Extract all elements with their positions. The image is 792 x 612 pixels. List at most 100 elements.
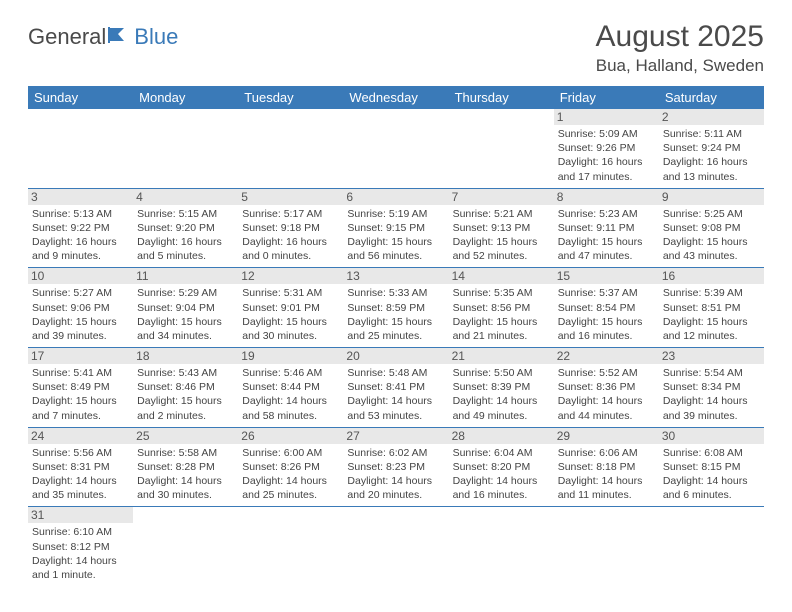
day-number: 25	[133, 428, 238, 444]
day-details: Sunrise: 5:31 AMSunset: 9:01 PMDaylight:…	[242, 286, 339, 343]
flag-icon	[108, 24, 134, 50]
day-number: 2	[659, 109, 764, 125]
calendar-day-cell: 20 Sunrise: 5:48 AMSunset: 8:41 PMDayligh…	[343, 348, 448, 428]
day-number: 23	[659, 348, 764, 364]
day-number: 3	[28, 189, 133, 205]
logo: General Blue	[28, 24, 178, 50]
calendar-day-cell: 7 Sunrise: 5:21 AMSunset: 9:13 PMDaylight…	[449, 188, 554, 268]
calendar-page: General Blue August 2025 Bua, Halland, S…	[0, 0, 792, 606]
day-number: 9	[659, 189, 764, 205]
calendar-day-cell: 10 Sunrise: 5:27 AMSunset: 9:06 PMDayligh…	[28, 268, 133, 348]
day-details: Sunrise: 5:21 AMSunset: 9:13 PMDaylight:…	[453, 207, 550, 264]
day-details: Sunrise: 6:08 AMSunset: 8:15 PMDaylight:…	[663, 446, 760, 503]
day-number: 14	[449, 268, 554, 284]
day-details: Sunrise: 5:23 AMSunset: 9:11 PMDaylight:…	[558, 207, 655, 264]
calendar-week-row: 1Sunrise: 5:09 AMSunset: 9:26 PMDaylight…	[28, 109, 764, 188]
day-details: Sunrise: 5:29 AMSunset: 9:04 PMDaylight:…	[137, 286, 234, 343]
day-number: 26	[238, 428, 343, 444]
calendar-day-cell	[238, 507, 343, 586]
logo-text-2: Blue	[134, 24, 178, 50]
calendar-day-cell: 21 Sunrise: 5:50 AMSunset: 8:39 PMDayligh…	[449, 348, 554, 428]
day-number: 19	[238, 348, 343, 364]
day-number: 10	[28, 268, 133, 284]
day-details: Sunrise: 5:11 AMSunset: 9:24 PMDaylight:…	[663, 127, 760, 184]
title-block: August 2025 Bua, Halland, Sweden	[596, 20, 764, 76]
day-details: Sunrise: 5:15 AMSunset: 9:20 PMDaylight:…	[137, 207, 234, 264]
calendar-day-cell: 9 Sunrise: 5:25 AMSunset: 9:08 PMDaylight…	[659, 188, 764, 268]
calendar-day-cell: 6Sunrise: 5:19 AMSunset: 9:15 PMDaylight…	[343, 188, 448, 268]
day-details: Sunrise: 5:39 AMSunset: 8:51 PMDaylight:…	[663, 286, 760, 343]
day-number: 29	[554, 428, 659, 444]
calendar-day-cell: 4 Sunrise: 5:15 AMSunset: 9:20 PMDaylight…	[133, 188, 238, 268]
calendar-week-row: 24Sunrise: 5:56 AMSunset: 8:31 PMDayligh…	[28, 427, 764, 507]
day-details: Sunrise: 6:00 AMSunset: 8:26 PMDaylight:…	[242, 446, 339, 503]
day-number: 8	[554, 189, 659, 205]
calendar-day-cell: 2 Sunrise: 5:11 AMSunset: 9:24 PMDaylight…	[659, 109, 764, 188]
calendar-day-cell	[343, 507, 448, 586]
calendar-header-row: SundayMondayTuesdayWednesdayThursdayFrid…	[28, 86, 764, 109]
calendar-day-cell	[449, 109, 554, 188]
day-details: Sunrise: 5:54 AMSunset: 8:34 PMDaylight:…	[663, 366, 760, 423]
day-details: Sunrise: 5:48 AMSunset: 8:41 PMDaylight:…	[347, 366, 444, 423]
day-details: Sunrise: 5:17 AMSunset: 9:18 PMDaylight:…	[242, 207, 339, 264]
calendar-day-cell: 13 Sunrise: 5:33 AMSunset: 8:59 PMDayligh…	[343, 268, 448, 348]
day-header: Saturday	[659, 86, 764, 109]
day-details: Sunrise: 5:56 AMSunset: 8:31 PMDaylight:…	[32, 446, 129, 503]
day-number: 7	[449, 189, 554, 205]
calendar-day-cell	[449, 507, 554, 586]
day-number: 15	[554, 268, 659, 284]
day-header: Wednesday	[343, 86, 448, 109]
day-details: Sunrise: 5:25 AMSunset: 9:08 PMDaylight:…	[663, 207, 760, 264]
calendar-day-cell: 12Sunrise: 5:31 AMSunset: 9:01 PMDayligh…	[238, 268, 343, 348]
day-details: Sunrise: 5:46 AMSunset: 8:44 PMDaylight:…	[242, 366, 339, 423]
day-details: Sunrise: 5:43 AMSunset: 8:46 PMDaylight:…	[137, 366, 234, 423]
day-details: Sunrise: 5:58 AMSunset: 8:28 PMDaylight:…	[137, 446, 234, 503]
calendar-week-row: 31Sunrise: 6:10 AMSunset: 8:12 PMDayligh…	[28, 507, 764, 586]
calendar-day-cell: 19 Sunrise: 5:46 AMSunset: 8:44 PMDayligh…	[238, 348, 343, 428]
day-details: Sunrise: 5:50 AMSunset: 8:39 PMDaylight:…	[453, 366, 550, 423]
day-number: 20	[343, 348, 448, 364]
calendar-week-row: 17 Sunrise: 5:41 AMSunset: 8:49 PMDayligh…	[28, 348, 764, 428]
calendar-day-cell: 27Sunrise: 6:02 AMSunset: 8:23 PMDayligh…	[343, 427, 448, 507]
day-details: Sunrise: 5:13 AMSunset: 9:22 PMDaylight:…	[32, 207, 129, 264]
day-header: Tuesday	[238, 86, 343, 109]
day-details: Sunrise: 5:41 AMSunset: 8:49 PMDaylight:…	[32, 366, 129, 423]
day-number: 11	[133, 268, 238, 284]
calendar-week-row: 3 Sunrise: 5:13 AMSunset: 9:22 PMDaylight…	[28, 188, 764, 268]
month-title: August 2025	[596, 20, 764, 54]
calendar-day-cell: 3 Sunrise: 5:13 AMSunset: 9:22 PMDaylight…	[28, 188, 133, 268]
calendar-day-cell	[554, 507, 659, 586]
day-number: 13	[343, 268, 448, 284]
day-header: Friday	[554, 86, 659, 109]
day-number: 6	[343, 189, 448, 205]
calendar-day-cell: 15Sunrise: 5:37 AMSunset: 8:54 PMDayligh…	[554, 268, 659, 348]
calendar-day-cell: 1Sunrise: 5:09 AMSunset: 9:26 PMDaylight…	[554, 109, 659, 188]
day-details: Sunrise: 5:33 AMSunset: 8:59 PMDaylight:…	[347, 286, 444, 343]
calendar-day-cell: 29Sunrise: 6:06 AMSunset: 8:18 PMDayligh…	[554, 427, 659, 507]
calendar-day-cell: 18 Sunrise: 5:43 AMSunset: 8:46 PMDayligh…	[133, 348, 238, 428]
calendar-day-cell: 25 Sunrise: 5:58 AMSunset: 8:28 PMDayligh…	[133, 427, 238, 507]
day-number: 16	[659, 268, 764, 284]
calendar-day-cell: 16 Sunrise: 5:39 AMSunset: 8:51 PMDayligh…	[659, 268, 764, 348]
day-number: 17	[28, 348, 133, 364]
day-details: Sunrise: 5:27 AMSunset: 9:06 PMDaylight:…	[32, 286, 129, 343]
day-number: 21	[449, 348, 554, 364]
header: General Blue August 2025 Bua, Halland, S…	[28, 20, 764, 76]
calendar-day-cell: 26 Sunrise: 6:00 AMSunset: 8:26 PMDayligh…	[238, 427, 343, 507]
day-number: 30	[659, 428, 764, 444]
calendar-day-cell	[28, 109, 133, 188]
calendar-table: SundayMondayTuesdayWednesdayThursdayFrid…	[28, 86, 764, 586]
calendar-day-cell: 8 Sunrise: 5:23 AMSunset: 9:11 PMDaylight…	[554, 188, 659, 268]
day-details: Sunrise: 6:02 AMSunset: 8:23 PMDaylight:…	[347, 446, 444, 503]
day-number: 18	[133, 348, 238, 364]
day-details: Sunrise: 5:52 AMSunset: 8:36 PMDaylight:…	[558, 366, 655, 423]
day-number: 28	[449, 428, 554, 444]
calendar-day-cell: 31Sunrise: 6:10 AMSunset: 8:12 PMDayligh…	[28, 507, 133, 586]
day-number: 22	[554, 348, 659, 364]
calendar-day-cell: 11 Sunrise: 5:29 AMSunset: 9:04 PMDayligh…	[133, 268, 238, 348]
logo-text-1: General	[28, 24, 106, 50]
day-number: 4	[133, 189, 238, 205]
calendar-day-cell	[238, 109, 343, 188]
calendar-day-cell	[343, 109, 448, 188]
calendar-day-cell	[659, 507, 764, 586]
